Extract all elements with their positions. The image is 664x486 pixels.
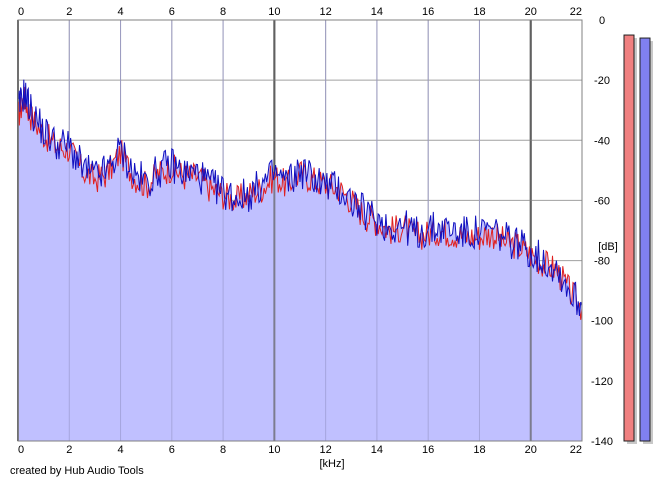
y-tick-label: -120 [591, 376, 613, 388]
y-tick-label: -60 [594, 195, 610, 207]
x-tick-label-top: 14 [371, 6, 383, 18]
x-tick-label-top: 20 [525, 6, 537, 18]
x-tick-label-top: 18 [473, 6, 485, 18]
spectrum-area [18, 79, 582, 441]
x-tick-label-bottom: 8 [220, 444, 226, 456]
series-line-right [17, 79, 583, 316]
x-tick-label-bottom: 18 [473, 444, 485, 456]
x-tick-label-bottom: 0 [18, 444, 24, 456]
x-tick-label-bottom: 20 [525, 444, 537, 456]
x-tick-label-top: 12 [320, 6, 332, 18]
x-tick-label-bottom: 2 [66, 444, 72, 456]
y-axis-label: [dB] [598, 241, 618, 253]
level-meters [623, 34, 653, 445]
x-tick-label-top: 22 [570, 6, 582, 18]
credit-text: created by Hub Audio Tools [10, 465, 144, 477]
x-tick-label-top: 10 [268, 6, 280, 18]
x-tick-label-bottom: 4 [117, 444, 123, 456]
x-tick-label-bottom: 6 [169, 444, 175, 456]
x-tick-label-bottom: 14 [371, 444, 383, 456]
x-axis-label: [kHz] [319, 458, 344, 470]
y-tick-label: -20 [594, 75, 610, 87]
spectrum-lines [17, 79, 583, 320]
x-tick-label-bottom: 16 [422, 444, 434, 456]
y-tick-label: -80 [594, 256, 610, 268]
y-tick-label: 0 [599, 15, 605, 27]
x-tick-label-top: 4 [117, 6, 123, 18]
x-tick-label-top: 2 [66, 6, 72, 18]
level-meter-left [623, 34, 635, 442]
y-tick-label: -140 [591, 436, 613, 448]
x-tick-label-top: 6 [169, 6, 175, 18]
plot-frame [17, 19, 583, 442]
y-tick-label: -40 [594, 135, 610, 147]
x-tick-label-bottom: 22 [570, 444, 582, 456]
axes: 002244668810101212141416161818202022220-… [17, 6, 613, 456]
level-meter-right [639, 37, 651, 442]
x-tick-label-top: 16 [422, 6, 434, 18]
x-tick-label-top: 0 [18, 6, 24, 18]
y-tick-label: -100 [591, 316, 613, 328]
x-tick-label-bottom: 10 [268, 444, 280, 456]
x-tick-label-top: 8 [220, 6, 226, 18]
x-tick-label-bottom: 12 [320, 444, 332, 456]
